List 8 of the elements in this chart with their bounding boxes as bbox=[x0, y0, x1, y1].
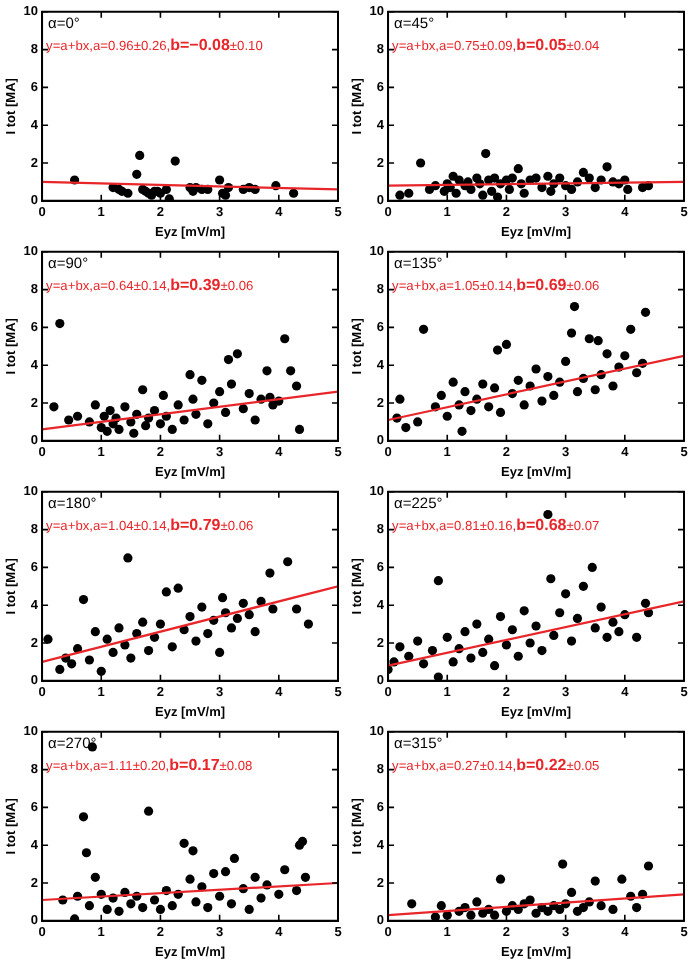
annotation: b=0.69 bbox=[516, 275, 568, 294]
annotation: b=0.79 bbox=[170, 515, 222, 534]
annotation: b=0.05 bbox=[516, 35, 568, 54]
annotation: b=0.68 bbox=[516, 515, 568, 534]
annotation: b=−0.08 bbox=[170, 35, 231, 54]
annotation: b=0.17 bbox=[169, 755, 221, 774]
annotation: b=0.39 bbox=[170, 275, 222, 294]
annotation: b=0.22 bbox=[516, 755, 568, 774]
